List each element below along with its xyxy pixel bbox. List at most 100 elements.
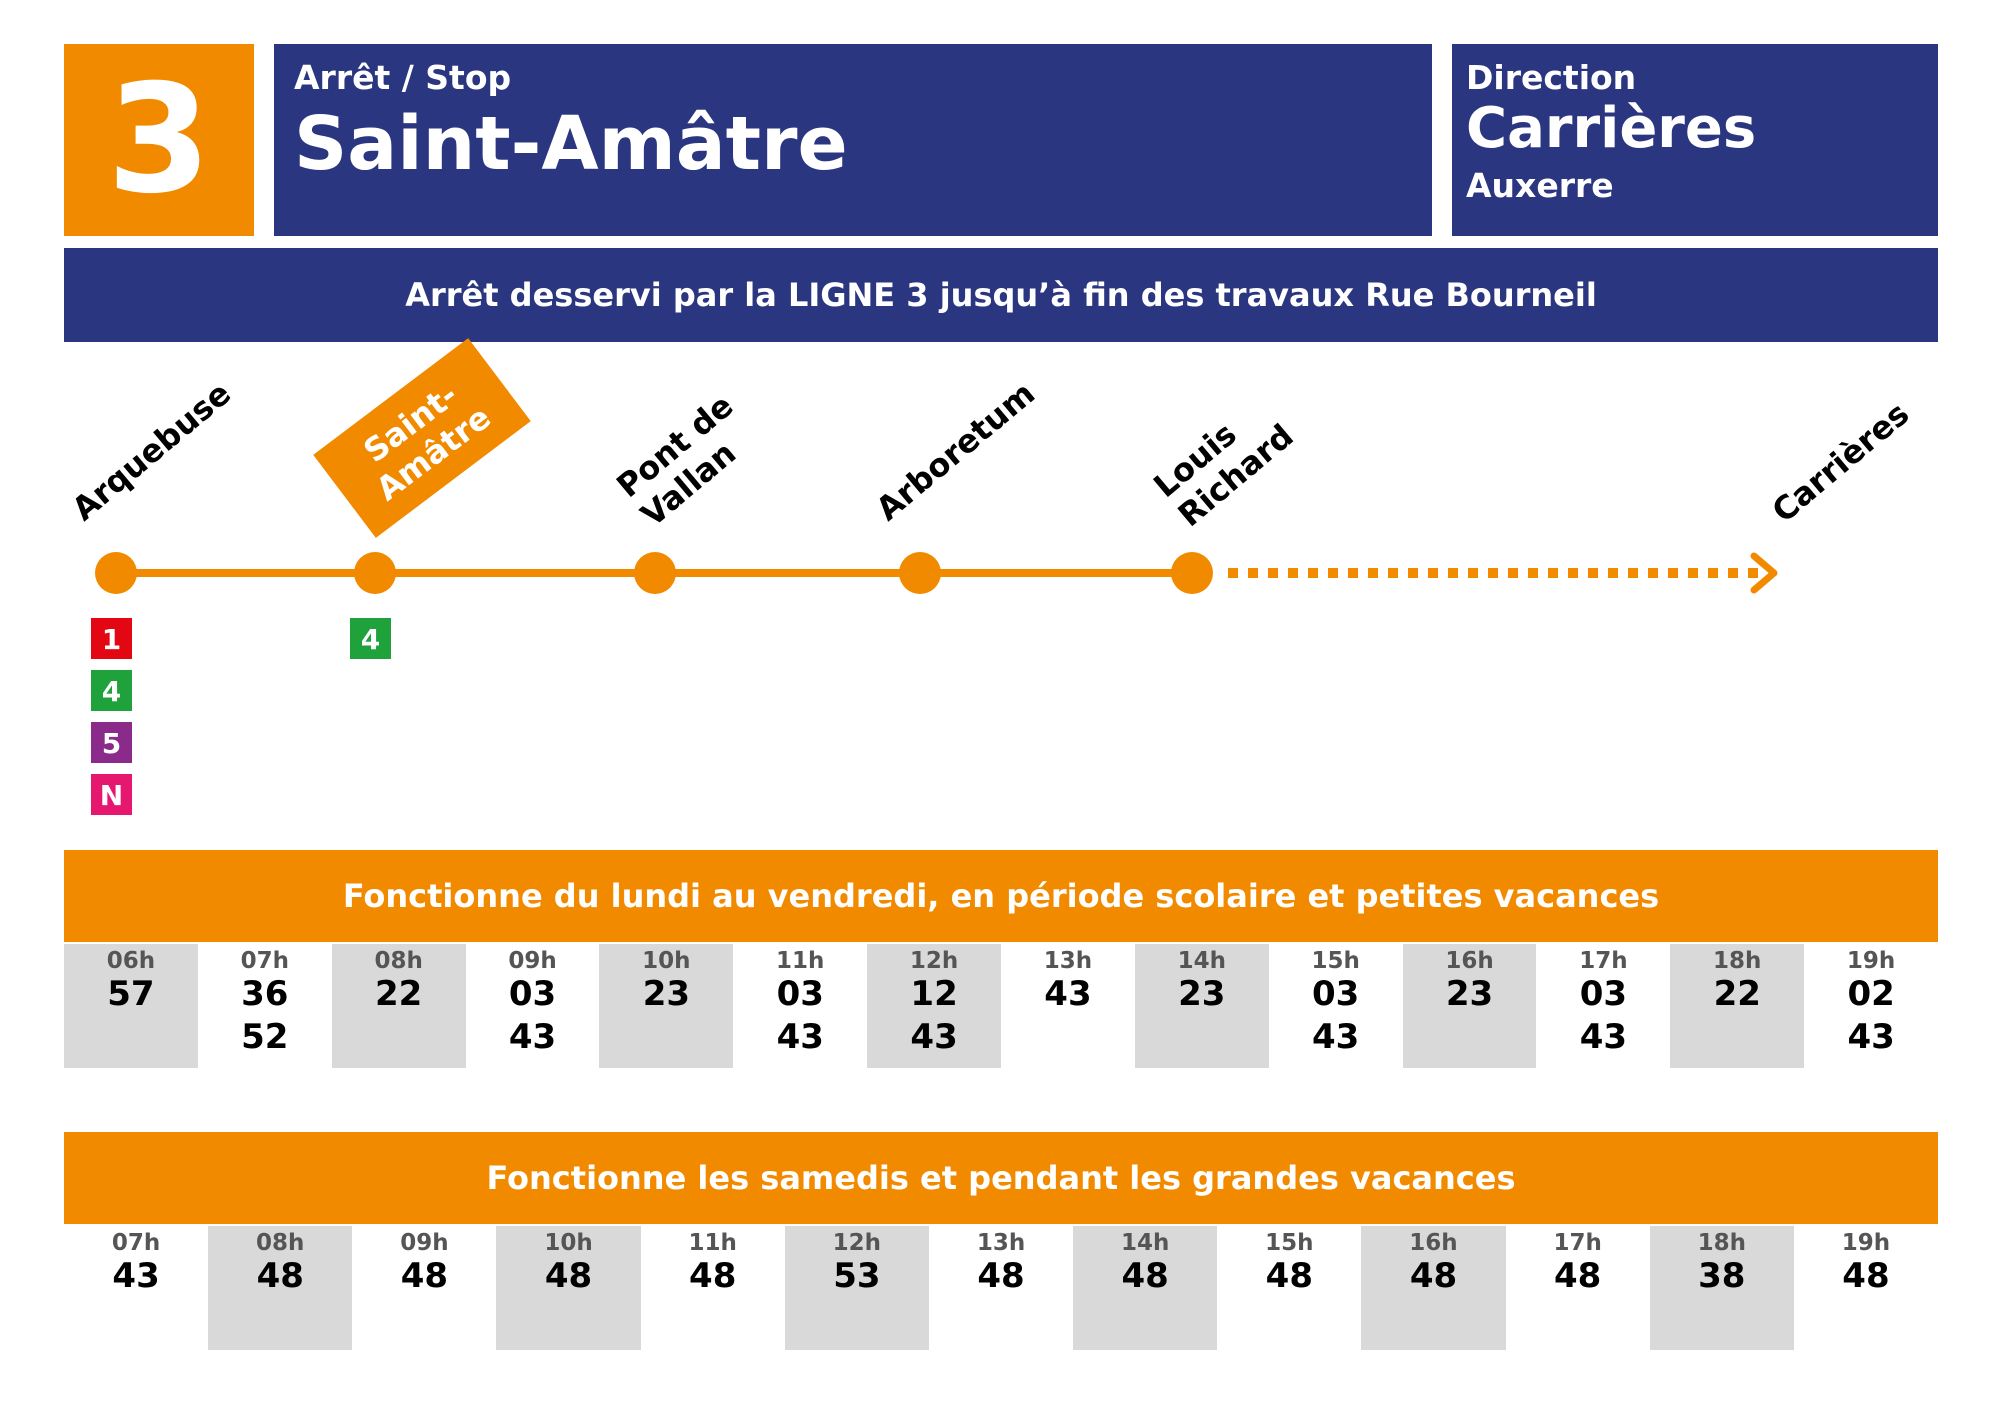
hour-label: 16h — [1409, 1230, 1458, 1256]
departure-minute: 43 — [112, 1256, 160, 1296]
hour-label: 08h — [374, 948, 423, 974]
hour-label: 09h — [400, 1230, 449, 1256]
departure-minute: 43 — [1579, 1017, 1628, 1057]
arrow-right-icon — [1750, 552, 1778, 594]
departure-minute: 48 — [544, 1256, 593, 1296]
hour-column-18h: 18h 22 — [1670, 944, 1805, 1068]
svg-text:N: N — [100, 779, 123, 812]
current-stop-highlight — [313, 338, 531, 538]
stop-name: Saint-Amâtre — [294, 100, 848, 187]
hour-label: 06h — [106, 948, 156, 974]
connection-line-badge-4: 4 — [350, 618, 391, 659]
connection-line-badge-5: 5 — [91, 722, 132, 763]
departure-minute: 48 — [1553, 1256, 1602, 1296]
departure-minute: 22 — [1713, 974, 1761, 1014]
hour-column-12h: 12h 53 — [784, 1226, 929, 1350]
connection-line-badge-4: 4 — [91, 670, 132, 711]
departure-minute: 43 — [776, 1017, 824, 1057]
hour-column-16h: 16h 48 — [1361, 1226, 1506, 1350]
hour-label: 11h — [688, 1230, 737, 1256]
hour-column-10h: 10h 23 — [599, 944, 734, 1068]
weekday-schedule-title: Fonctionne du lundi au vendredi, en péri… — [64, 850, 1938, 942]
saturday-schedule-grid: 07h 43 08h 48 09h 48 10h 48 11h 48 12h 53 13h 48 14h 48… — [64, 1226, 1938, 1350]
departure-minute: 23 — [1445, 974, 1494, 1014]
hour-column-09h: 09h 03 43 — [466, 944, 600, 1068]
hour-label: 12h — [832, 1230, 882, 1256]
departure-minute: 48 — [977, 1256, 1025, 1296]
hour-label: 16h — [1445, 948, 1494, 974]
connection-line-badge-n: N — [91, 774, 132, 815]
hour-column-13h: 13h 43 — [1001, 944, 1135, 1068]
stop-marker — [95, 552, 137, 594]
departure-minute: 23 — [1178, 974, 1226, 1014]
service-notice-banner: Arrêt desservi par la LIGNE 3 jusqu’à fi… — [64, 248, 1938, 342]
current-stop-label: Saint-Amâtre — [313, 338, 531, 538]
stop-marker — [634, 552, 676, 594]
hour-label: 18h — [1713, 948, 1762, 974]
hour-column-14h: 14h 23 — [1134, 944, 1269, 1068]
hour-column-14h: 14h 48 — [1073, 1226, 1218, 1350]
stop-marker — [1171, 552, 1213, 594]
hour-column-13h: 13h 48 — [929, 1226, 1073, 1350]
terminus-label: Carrières — [1765, 394, 1916, 530]
connection-line-badge-1: 1 — [91, 618, 132, 659]
departure-minute: 02 — [1847, 974, 1895, 1014]
saturday-schedule-title: Fonctionne les samedis et pendant les gr… — [64, 1132, 1938, 1224]
hour-column-08h: 08h 48 — [208, 1226, 353, 1350]
hour-label: 08h — [256, 1230, 305, 1256]
hour-column-15h: 15h 03 43 — [1269, 944, 1403, 1068]
direction-caption: Direction — [1466, 58, 1637, 97]
departure-minute: 48 — [1842, 1256, 1890, 1296]
stop-label: Arquebuse — [65, 374, 238, 528]
stop-marker — [899, 552, 941, 594]
stop-name-line: Arquebuse — [65, 374, 238, 528]
hour-label: 13h — [976, 1230, 1026, 1256]
hour-label: 18h — [1697, 1230, 1746, 1256]
hour-label: 19h — [1846, 948, 1896, 974]
svg-text:5: 5 — [102, 727, 121, 760]
departure-minute: 48 — [400, 1256, 449, 1296]
hour-column-15h: 15h 48 — [1217, 1226, 1361, 1350]
stop-caption: Arrêt / Stop — [294, 58, 512, 97]
hour-label: 13h — [1043, 948, 1093, 974]
hour-column-19h: 19h 48 — [1794, 1226, 1938, 1350]
hour-label: 12h — [909, 948, 959, 974]
departure-minute: 43 — [1847, 1017, 1895, 1057]
departure-minute: 48 — [1265, 1256, 1313, 1296]
hour-column-07h: 07h 36 52 — [198, 944, 332, 1068]
hour-label: 07h — [240, 948, 289, 974]
hour-column-08h: 08h 22 — [331, 944, 466, 1068]
svg-text:4: 4 — [102, 675, 121, 708]
departure-minute: 48 — [689, 1256, 737, 1296]
departure-minute: 38 — [1698, 1256, 1746, 1296]
stop-label: Arboretum — [869, 374, 1042, 528]
line-number-badge: 3 — [64, 44, 254, 236]
hour-column-11h: 11h 03 43 — [733, 944, 867, 1068]
hour-column-17h: 17h 03 43 — [1536, 944, 1670, 1068]
departure-minute: 03 — [1312, 974, 1360, 1014]
hour-label: 19h — [1841, 1230, 1891, 1256]
departure-minute: 57 — [107, 974, 155, 1014]
hour-label: 14h — [1177, 948, 1226, 974]
hour-label: 15h — [1311, 948, 1360, 974]
hour-label: 14h — [1120, 1230, 1170, 1256]
hour-column-17h: 17h 48 — [1506, 1226, 1650, 1350]
hour-label: 15h — [1265, 1230, 1314, 1256]
hour-column-09h: 09h 48 — [352, 1226, 496, 1350]
hour-column-10h: 10h 48 — [496, 1226, 641, 1350]
hour-label: 10h — [642, 948, 691, 974]
departure-minute: 12 — [910, 974, 958, 1014]
svg-text:4: 4 — [361, 623, 380, 656]
hour-column-07h: 07h 43 — [64, 1226, 208, 1350]
hour-column-16h: 16h 23 — [1402, 944, 1537, 1068]
hour-label: 17h — [1579, 948, 1628, 974]
hour-label: 11h — [776, 948, 825, 974]
hour-column-06h: 06h 57 — [64, 944, 198, 1068]
departure-minute: 43 — [1044, 974, 1092, 1014]
hour-label: 17h — [1553, 1230, 1602, 1256]
hour-label: 10h — [544, 1230, 593, 1256]
direction-city: Auxerre — [1466, 166, 1614, 206]
direction-name: Carrières — [1466, 95, 1757, 161]
